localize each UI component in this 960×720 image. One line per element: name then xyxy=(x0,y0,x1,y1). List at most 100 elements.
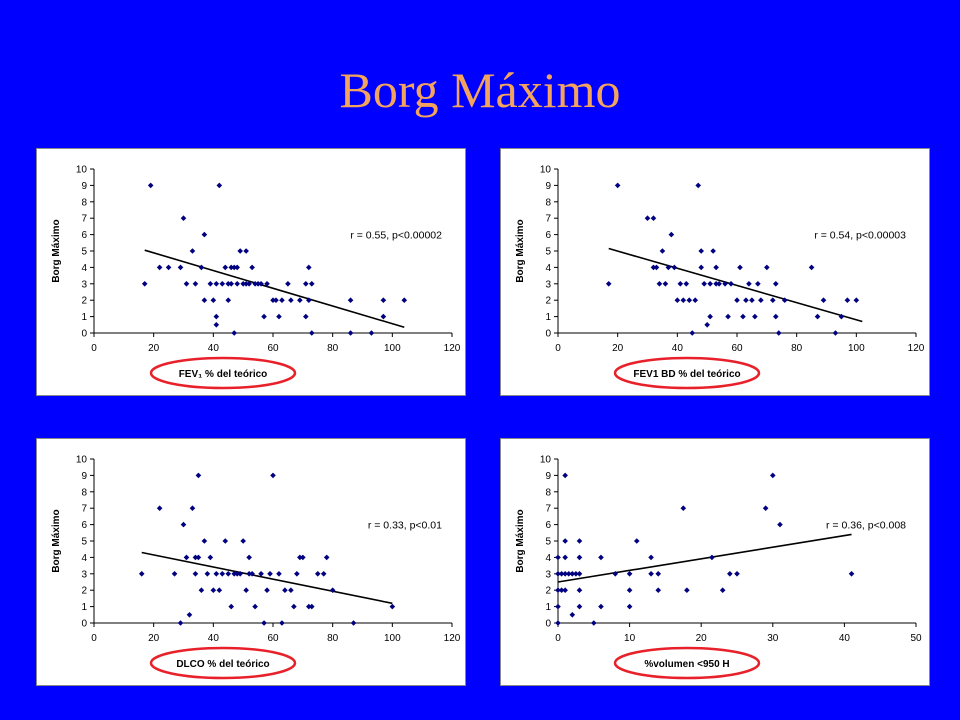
data-point xyxy=(147,182,154,189)
y-tick-label: 7 xyxy=(545,504,551,515)
y-tick-label: 1 xyxy=(81,312,87,323)
y-tick-label: 2 xyxy=(545,586,551,597)
highlight-ellipse xyxy=(613,646,761,680)
data-point xyxy=(261,620,267,626)
y-tick-label: 5 xyxy=(81,247,87,258)
data-point xyxy=(576,603,583,610)
data-point xyxy=(671,264,678,271)
data-point xyxy=(222,538,229,544)
data-point xyxy=(213,281,220,287)
data-point xyxy=(234,281,240,287)
data-point xyxy=(228,264,235,271)
data-point xyxy=(320,571,327,577)
data-point xyxy=(276,571,282,577)
data-point xyxy=(240,281,246,287)
scatter-panel-fev1-bd: 0 1 2 3 4 5 6 7 8 9 10 0 20 40 60 80 100 120 Borg Máximo FE… xyxy=(500,148,930,396)
x-tick-label: 20 xyxy=(696,633,708,644)
data-point xyxy=(656,281,663,287)
data-point xyxy=(598,603,604,610)
data-point xyxy=(303,281,309,287)
y-tick-label: 4 xyxy=(81,553,87,564)
y-tick-label: 4 xyxy=(545,263,551,274)
y-axis-label: Borg Máximo xyxy=(51,509,62,572)
data-point xyxy=(558,587,565,593)
data-point xyxy=(380,313,387,320)
data-point xyxy=(569,612,576,618)
data-point xyxy=(228,281,235,287)
data-point xyxy=(781,297,788,303)
data-point xyxy=(288,297,294,303)
x-tick-label: 120 xyxy=(444,633,461,644)
data-point xyxy=(308,330,315,336)
data-point xyxy=(323,554,330,561)
x-tick-label: 80 xyxy=(791,343,803,354)
data-point xyxy=(204,571,211,577)
data-point xyxy=(698,248,704,254)
data-point xyxy=(707,281,713,287)
data-point xyxy=(762,505,769,511)
y-tick-label: 3 xyxy=(545,569,551,580)
data-point xyxy=(743,297,749,303)
highlight-ellipse xyxy=(149,356,297,390)
data-point xyxy=(653,264,660,271)
x-tick-label: 40 xyxy=(208,633,220,644)
y-tick-label: 9 xyxy=(545,471,551,482)
data-point xyxy=(252,281,258,287)
data-point xyxy=(201,297,208,303)
y-tick-label: 6 xyxy=(81,520,87,531)
data-point xyxy=(633,538,640,544)
data-point xyxy=(591,620,597,626)
data-point xyxy=(752,313,758,320)
y-tick-label: 8 xyxy=(545,487,551,498)
data-point xyxy=(180,521,187,528)
data-point xyxy=(740,313,746,320)
data-point xyxy=(734,571,740,577)
data-point xyxy=(562,538,568,544)
data-point xyxy=(237,571,243,577)
slide-title: Borg Máximo xyxy=(339,62,621,118)
data-point xyxy=(644,215,651,221)
data-point xyxy=(213,322,220,328)
data-point xyxy=(598,554,604,561)
data-point xyxy=(755,281,761,287)
y-axis-label: Borg Máximo xyxy=(515,219,526,282)
data-point xyxy=(576,587,583,593)
data-point xyxy=(734,297,740,303)
y-tick-label: 8 xyxy=(545,197,551,208)
data-point xyxy=(555,554,561,561)
data-point xyxy=(288,587,294,593)
data-point xyxy=(141,281,148,287)
data-point xyxy=(612,571,619,577)
data-point xyxy=(832,330,839,336)
data-point xyxy=(347,297,354,303)
data-point xyxy=(722,281,728,287)
data-point xyxy=(258,571,264,577)
data-point xyxy=(775,330,782,336)
x-tick-label: 80 xyxy=(327,343,339,354)
data-point xyxy=(728,281,734,287)
y-tick-label: 3 xyxy=(81,279,87,290)
y-tick-label: 0 xyxy=(545,619,551,630)
y-tick-label: 7 xyxy=(81,214,87,225)
data-point xyxy=(252,603,258,610)
data-point xyxy=(270,297,276,303)
data-point xyxy=(282,587,288,593)
data-point xyxy=(555,587,561,593)
x-tick-label: 40 xyxy=(839,633,851,644)
data-point xyxy=(183,554,190,561)
y-tick-label: 1 xyxy=(545,602,551,613)
data-point xyxy=(267,571,273,577)
data-point xyxy=(659,248,666,254)
data-point xyxy=(655,571,662,577)
data-point xyxy=(844,297,851,303)
data-point xyxy=(716,281,722,287)
data-point xyxy=(719,587,726,593)
data-point xyxy=(195,554,202,561)
data-point xyxy=(222,264,229,271)
data-point xyxy=(243,281,249,287)
data-point xyxy=(555,603,561,610)
y-tick-label: 1 xyxy=(81,602,87,613)
y-tick-label: 5 xyxy=(545,537,551,548)
y-tick-label: 0 xyxy=(81,329,87,340)
